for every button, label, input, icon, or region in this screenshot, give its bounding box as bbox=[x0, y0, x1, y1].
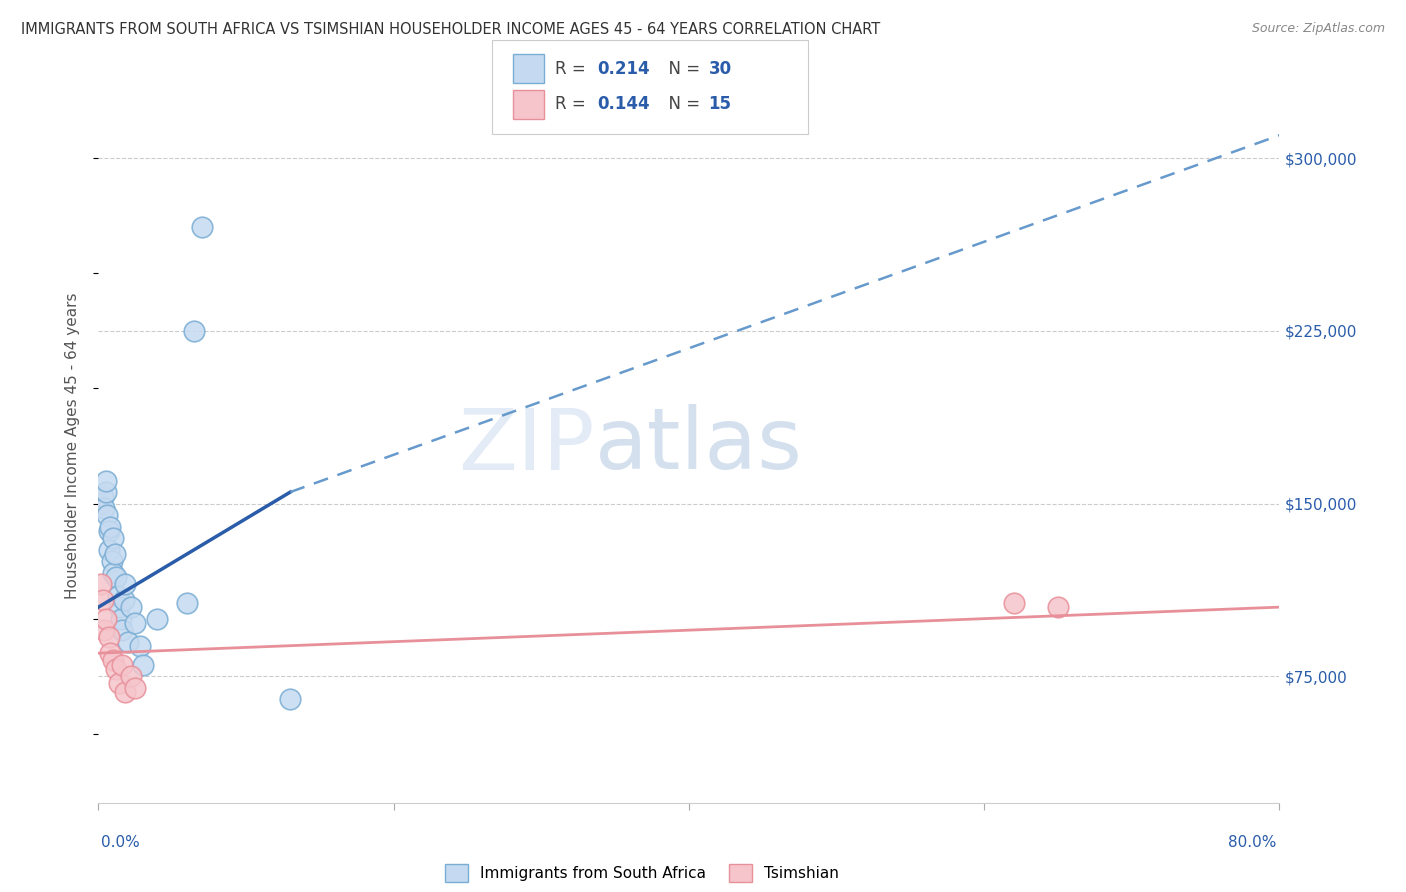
Text: N =: N = bbox=[658, 95, 706, 113]
Point bbox=[97, 524, 120, 538]
Point bbox=[94, 612, 117, 626]
Point bbox=[98, 519, 121, 533]
Point bbox=[124, 616, 146, 631]
Point bbox=[98, 646, 121, 660]
Text: R =: R = bbox=[555, 95, 592, 113]
Point bbox=[93, 623, 115, 637]
Point bbox=[183, 324, 205, 338]
Point bbox=[120, 600, 142, 615]
Point bbox=[124, 681, 146, 695]
Point bbox=[103, 566, 125, 580]
Y-axis label: Householder Income Ages 45 - 64 years: Householder Income Ages 45 - 64 years bbox=[65, 293, 80, 599]
Text: 0.144: 0.144 bbox=[598, 95, 650, 113]
Text: 80.0%: 80.0% bbox=[1229, 836, 1277, 850]
Point bbox=[90, 497, 112, 511]
Point bbox=[176, 595, 198, 609]
Point bbox=[191, 220, 214, 235]
Text: atlas: atlas bbox=[595, 404, 803, 488]
Point bbox=[93, 501, 115, 516]
Point bbox=[108, 600, 131, 615]
Point bbox=[278, 692, 302, 706]
Point bbox=[114, 685, 136, 699]
Point bbox=[146, 612, 169, 626]
Point bbox=[1002, 595, 1025, 609]
Point bbox=[103, 653, 125, 667]
Point bbox=[97, 630, 120, 644]
Point bbox=[108, 676, 131, 690]
Text: R =: R = bbox=[555, 60, 592, 78]
Text: Source: ZipAtlas.com: Source: ZipAtlas.com bbox=[1251, 22, 1385, 36]
Text: 15: 15 bbox=[709, 95, 731, 113]
Text: IMMIGRANTS FROM SOUTH AFRICA VS TSIMSHIAN HOUSEHOLDER INCOME AGES 45 - 64 YEARS : IMMIGRANTS FROM SOUTH AFRICA VS TSIMSHIA… bbox=[21, 22, 880, 37]
Point bbox=[1046, 600, 1069, 615]
Point bbox=[103, 531, 125, 545]
Point bbox=[120, 669, 142, 683]
Text: 0.0%: 0.0% bbox=[101, 836, 141, 850]
Text: ZIP: ZIP bbox=[458, 404, 595, 488]
Point bbox=[104, 547, 127, 561]
Point bbox=[111, 623, 134, 637]
Point bbox=[105, 570, 128, 584]
Point bbox=[91, 593, 114, 607]
Point bbox=[94, 485, 117, 500]
Point bbox=[90, 577, 112, 591]
Point bbox=[112, 593, 135, 607]
Point bbox=[117, 634, 139, 648]
Text: 0.214: 0.214 bbox=[598, 60, 650, 78]
Legend: Immigrants from South Africa, Tsimshian: Immigrants from South Africa, Tsimshian bbox=[439, 858, 845, 888]
Point bbox=[128, 640, 150, 654]
Point bbox=[110, 612, 132, 626]
Point bbox=[97, 542, 120, 557]
Point bbox=[114, 577, 136, 591]
Point bbox=[100, 554, 122, 568]
Point bbox=[107, 589, 129, 603]
Text: 30: 30 bbox=[709, 60, 731, 78]
Point bbox=[94, 474, 117, 488]
Text: N =: N = bbox=[658, 60, 706, 78]
Point bbox=[96, 508, 118, 522]
Point bbox=[111, 657, 134, 672]
Point bbox=[132, 657, 155, 672]
Point bbox=[105, 662, 128, 676]
Point bbox=[91, 490, 114, 504]
